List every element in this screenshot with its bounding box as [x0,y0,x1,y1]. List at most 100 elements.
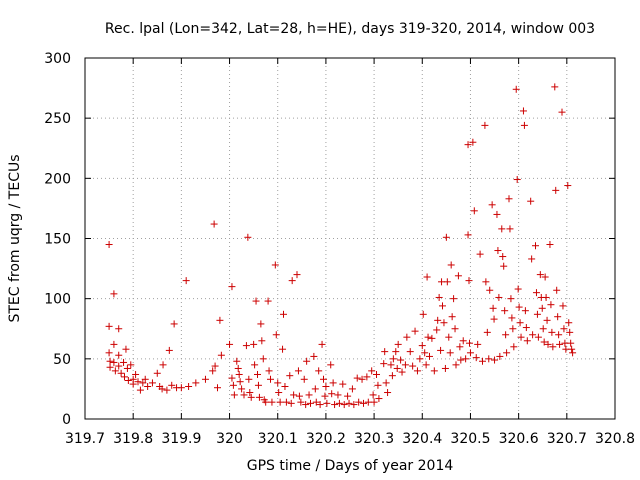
data-point [201,375,209,383]
data-point [246,389,254,397]
data-point [428,334,436,342]
data-point [485,355,493,363]
data-point [419,310,427,318]
data-point [136,386,144,394]
data-point [464,141,472,149]
data-point [345,399,353,407]
data-point [388,372,396,380]
data-point [117,369,125,377]
data-point [565,319,573,327]
data-point [265,367,273,375]
data-point [340,401,348,409]
chart-title: Rec. lpal (Lon=342, Lat=28, h=HE), days … [105,21,595,37]
data-point [512,85,520,93]
data-point [413,367,421,375]
data-point [387,361,395,369]
data-point [508,314,516,322]
data-point [236,378,244,386]
data-point [542,293,550,301]
data-point [271,261,279,269]
data-point [564,182,572,190]
data-point [435,293,443,301]
data-point [498,225,506,233]
data-point [505,195,513,203]
data-point [251,361,259,369]
data-point [344,392,352,400]
data-point [381,348,389,356]
x-tick-labels: 319.7 319.8 319.9 320 320.1 320.2 320.3 320.4 32… [65,431,635,447]
data-point [129,380,137,388]
data-point [106,357,114,365]
data-point [509,325,517,333]
data-point [528,255,536,263]
data-point [235,370,243,378]
data-point [555,331,563,339]
x-tick-label: 320 [216,431,243,447]
data-point [448,313,456,321]
data-point [163,386,171,394]
data-point [310,352,318,360]
data-point [411,327,419,335]
y-tick-label: 250 [44,111,71,127]
data-point [254,381,262,389]
data-point [544,340,552,348]
data-point [331,401,339,409]
data-point [177,384,185,392]
data-point [327,361,335,369]
data-point [554,313,562,321]
data-point [523,337,531,345]
data-point [421,349,429,357]
x-tick-label: 320.5 [450,431,490,447]
data-point [553,286,561,294]
data-point [501,307,509,315]
data-point [454,272,462,280]
plot-frame [84,57,616,420]
data-point [515,303,523,311]
data-point [233,357,241,365]
x-tick-label: 320.8 [595,431,635,447]
data-point [264,297,272,305]
data-point [334,391,342,399]
data-point [279,345,287,353]
data-point [217,351,225,359]
data-point [262,398,270,406]
data-point [541,273,549,281]
data-point [439,302,447,310]
data-point [489,304,497,312]
data-point [134,378,142,386]
data-point [305,391,313,399]
data-point [375,395,383,403]
data-point [394,340,402,348]
data-point [502,331,510,339]
x-axis-label: GPS time / Days of year 2014 [247,458,454,474]
data-point [274,379,282,387]
data-point [533,310,541,318]
data-point [393,364,401,372]
data-point [529,331,537,339]
data-point [503,349,511,357]
y-tick-label: 150 [44,232,71,248]
data-point [228,374,236,382]
data-point [569,349,577,357]
data-point [403,333,411,341]
data-point [275,389,283,397]
data-point [359,399,367,407]
data-point [551,83,559,91]
data-point [459,337,467,345]
data-point [286,372,294,380]
data-point [115,325,123,333]
data-point [192,379,200,387]
y-axis-label: STEC from uqrg / TECUs [7,154,23,322]
data-point [510,343,518,351]
y-tick-label: 100 [44,292,71,308]
data-point [115,362,123,370]
data-point [462,355,470,363]
data-point [315,367,323,375]
data-point [268,398,276,406]
data-point [507,295,515,303]
data-point [321,392,329,400]
data-point [370,398,378,406]
data-point [494,247,502,255]
data-point [456,343,464,351]
